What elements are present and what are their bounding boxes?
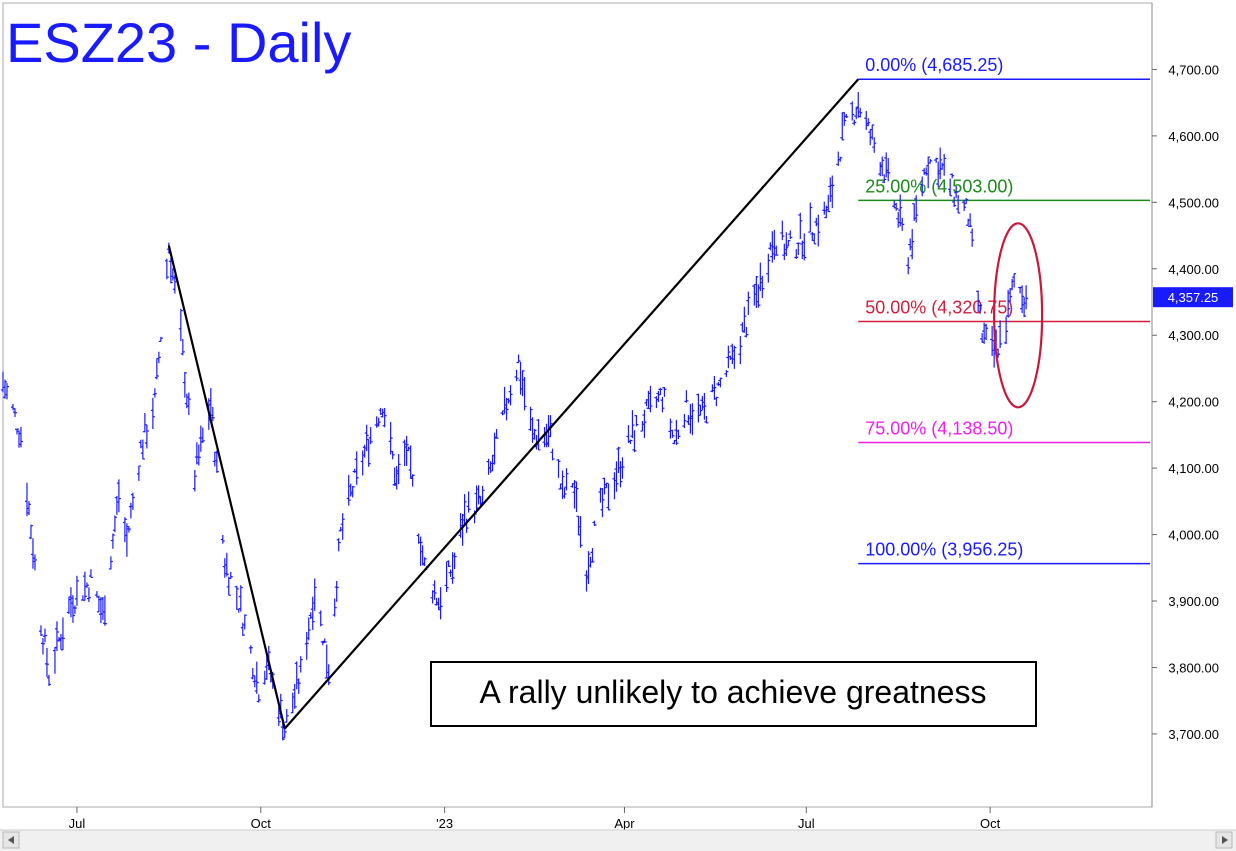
fib-levels: 0.00% (4,685.25) 25.00% (4,503.00) 50.00% … [858, 55, 1150, 565]
x-tick-label: Oct [980, 816, 1001, 831]
fib-level-label: 0.00% (4,685.25) [865, 55, 1003, 75]
last-price-label: 4,357.25 [1168, 290, 1219, 305]
scrollbar-track[interactable] [0, 830, 1236, 851]
trendline [167, 245, 286, 729]
annotation-text: A rally unlikely to achieve greatness [480, 674, 987, 710]
fib-level-label: 75.00% (4,138.50) [865, 419, 1013, 439]
x-axis: Jul Oct '23 Apr Jul Oct [69, 807, 1001, 831]
y-tick-label: 4,700.00 [1168, 62, 1219, 77]
y-axis: 4,700.00 4,600.00 4,500.00 4,400.00 4,300.00… [1152, 62, 1233, 742]
y-tick-label: 4,100.00 [1168, 461, 1219, 476]
y-tick-label: 4,600.00 [1168, 129, 1219, 144]
y-tick-label: 3,800.00 [1168, 660, 1219, 675]
chevron-right-icon [1222, 836, 1228, 844]
x-tick-label: '23 [436, 816, 453, 831]
trendline [283, 78, 860, 730]
fib-level-label: 100.00% (3,956.25) [865, 540, 1023, 560]
fib-level-label: 50.00% (4,320.75) [865, 297, 1013, 317]
chevron-left-icon [8, 836, 14, 844]
fib-level-label: 25.00% (4,503.00) [865, 176, 1013, 196]
chart-title: ESZ23 - Daily [6, 11, 351, 74]
highlight-ellipse [993, 222, 1044, 409]
y-tick-label: 3,900.00 [1168, 594, 1219, 609]
y-tick-label: 4,500.00 [1168, 195, 1219, 210]
scroll-right-button[interactable] [1215, 831, 1233, 849]
x-tick-label: Jul [798, 816, 815, 831]
y-tick-label: 4,200.00 [1168, 395, 1219, 410]
price-bars [1, 92, 1029, 741]
last-price-marker [1153, 287, 1233, 308]
x-tick-label: Jul [69, 816, 86, 831]
trendlines [167, 78, 860, 730]
annotation-box [430, 661, 1037, 727]
y-tick-label: 4,400.00 [1168, 262, 1219, 277]
x-tick-label: Apr [614, 816, 635, 831]
scroll-left-button[interactable] [2, 831, 20, 849]
y-tick-label: 4,000.00 [1168, 528, 1219, 543]
x-tick-label: Oct [251, 816, 272, 831]
highlight-layer [993, 222, 1044, 409]
y-tick-label: 3,700.00 [1168, 727, 1219, 742]
y-tick-label: 4,300.00 [1168, 328, 1219, 343]
